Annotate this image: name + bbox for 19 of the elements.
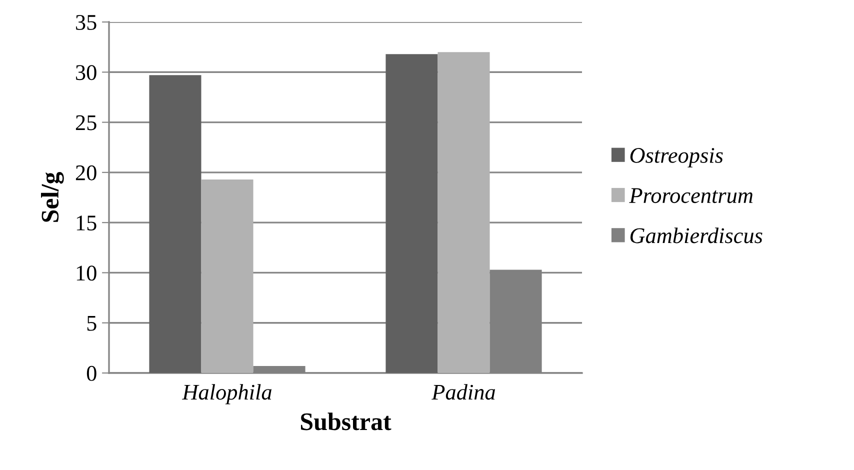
y-tick-label: 0 <box>86 366 96 381</box>
y-tick-label: 15 <box>76 216 96 230</box>
y-axis-title: Sel/g <box>40 172 64 222</box>
x-tick-label: Halophila <box>182 384 272 404</box>
legend-label: Gambierdiscus <box>630 228 762 244</box>
bar <box>149 75 202 373</box>
bar <box>201 179 254 373</box>
bar <box>438 52 490 373</box>
y-tick-label: 30 <box>76 65 96 80</box>
y-tick-label: 20 <box>76 165 96 180</box>
x-axis-title: Substrat <box>300 412 392 430</box>
y-tick-label: 5 <box>87 316 96 331</box>
legend-label: Ostreopsis <box>630 148 723 168</box>
y-tick-label: 10 <box>76 266 96 281</box>
legend-label: Prorocentrum <box>629 188 753 204</box>
bar <box>386 54 438 373</box>
y-tick-label: 25 <box>76 115 96 130</box>
x-tick-label: Padina <box>432 384 496 400</box>
y-tick-label: 35 <box>76 14 96 30</box>
